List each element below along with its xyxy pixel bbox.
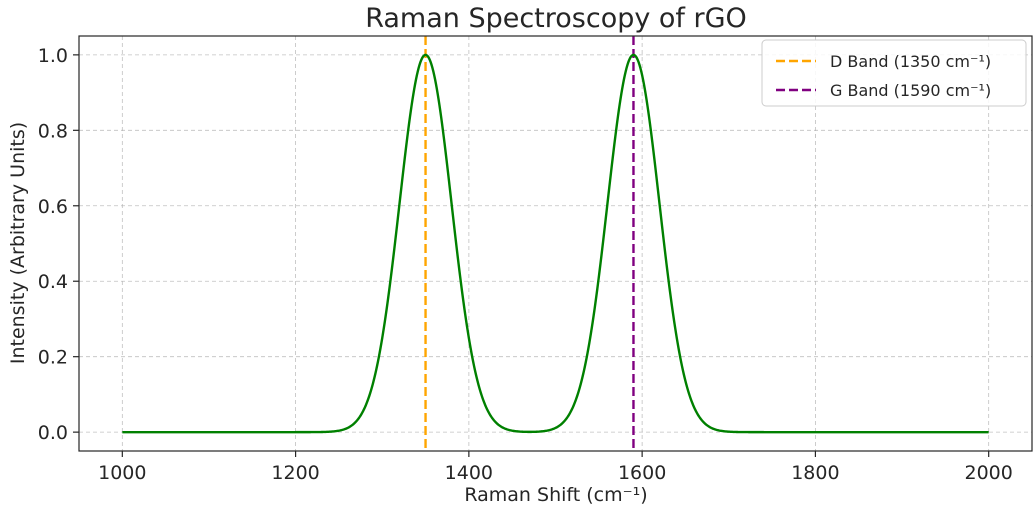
x-tick-label: 2000 xyxy=(965,462,1013,484)
legend-label-d-band: D Band (1350 cm⁻¹) xyxy=(830,52,991,71)
x-axis-label: Raman Shift (cm⁻¹) xyxy=(464,484,647,506)
plot-frame xyxy=(78,35,1033,452)
y-tick-label: 0.0 xyxy=(38,422,68,444)
y-tick-label: 0.8 xyxy=(38,120,68,142)
y-tick-label: 1.0 xyxy=(38,45,68,67)
legend: D Band (1350 cm⁻¹) G Band (1590 cm⁻¹) xyxy=(761,39,1027,107)
y-tick-label: 0.2 xyxy=(38,347,68,369)
reference-lines xyxy=(424,36,635,451)
series-line xyxy=(122,53,989,434)
axis-ticks: 1000 1200 1400 1600 1800 2000 0.0 0.2 0.4 0.6 0.8 1… xyxy=(38,45,1013,484)
x-tick-label: 1600 xyxy=(618,462,666,484)
chart-title: Raman Spectroscopy of rGO xyxy=(365,3,747,34)
y-tick-label: 0.6 xyxy=(38,196,68,218)
legend-box xyxy=(761,39,1027,107)
x-tick-label: 1200 xyxy=(271,462,319,484)
x-tick-label: 1400 xyxy=(445,462,493,484)
legend-label-g-band: G Band (1590 cm⁻¹) xyxy=(830,81,991,100)
x-tick-label: 1000 xyxy=(98,462,146,484)
y-axis-label: Intensity (Arbitrary Units) xyxy=(7,122,29,364)
y-tick-label: 0.4 xyxy=(38,271,68,293)
x-tick-label: 1800 xyxy=(791,462,839,484)
